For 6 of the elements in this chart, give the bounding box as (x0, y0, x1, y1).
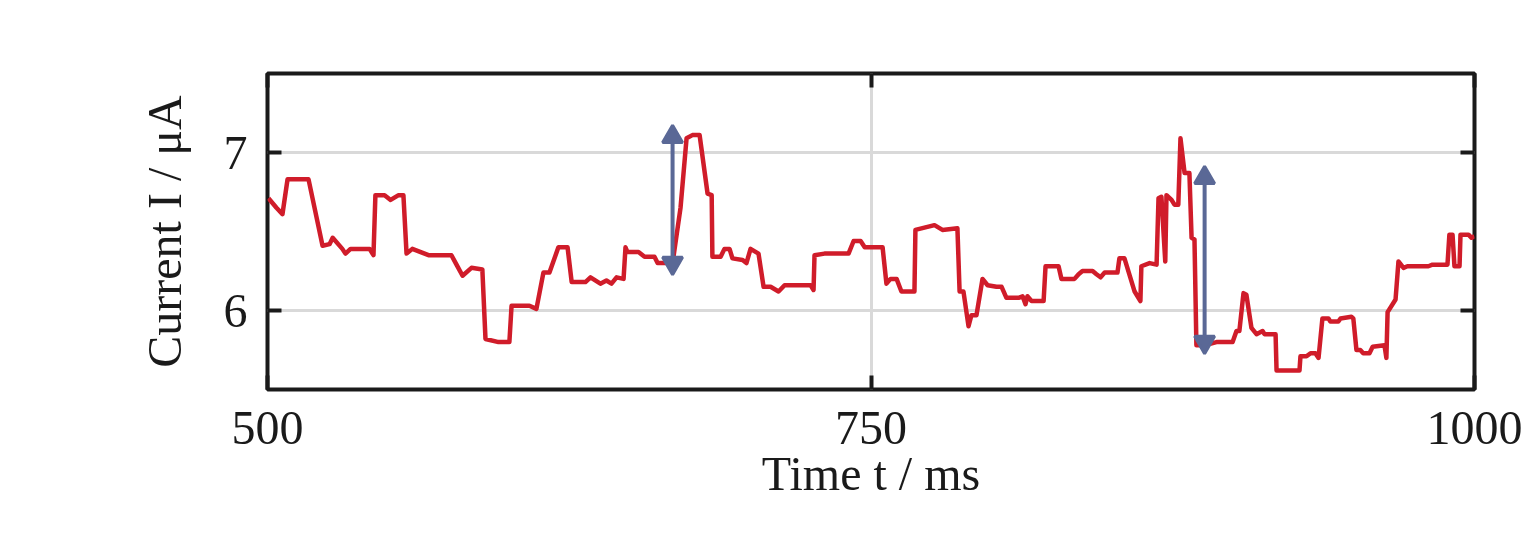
y-tick-label: 7 (223, 125, 248, 179)
x-tick-label: 500 (231, 400, 304, 454)
line-series (267, 132, 1475, 373)
y-tick-label: 6 (223, 283, 248, 337)
x-tick-label: 1000 (1426, 400, 1523, 454)
y-axis-title: Current I / μA (137, 94, 191, 368)
